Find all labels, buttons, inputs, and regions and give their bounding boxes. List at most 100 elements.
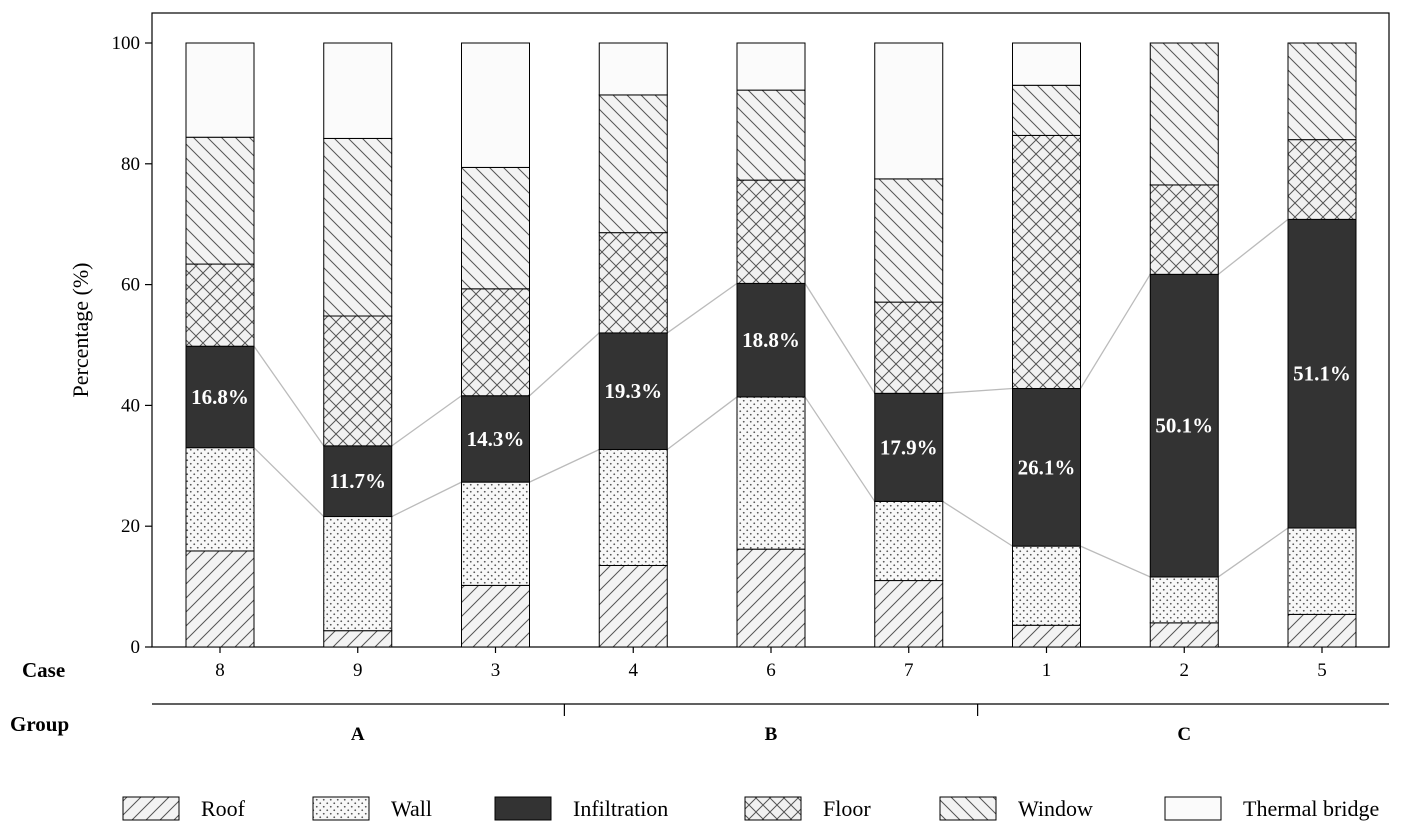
x-tick-label: 7 xyxy=(904,660,914,681)
legend-swatch-floor xyxy=(744,796,802,821)
data-label: 14.3% xyxy=(467,427,525,451)
bar-segment-window xyxy=(185,136,255,265)
bar-segment-roof xyxy=(323,630,393,648)
bar-segment-floor xyxy=(185,263,255,347)
bar-segment-wall xyxy=(461,481,530,586)
data-label: 50.1% xyxy=(1155,414,1213,438)
bar-segment-roof xyxy=(461,584,530,648)
data-label: 11.7% xyxy=(329,469,386,493)
group-label: C xyxy=(1177,724,1191,745)
bar-segment-floor xyxy=(461,288,530,397)
legend-label-wall: Wall xyxy=(391,796,432,821)
legend: Roof Wall Infiltration Floor Window Thermal b… xyxy=(122,796,1379,821)
y-tick-label: 80 xyxy=(121,154,140,175)
bar-segment-thermal-bridge xyxy=(185,42,255,138)
bar-segment-wall xyxy=(1149,576,1219,624)
bar-segment-wall xyxy=(598,448,668,566)
bar-segment-floor xyxy=(1012,134,1081,389)
connector-line xyxy=(1080,545,1151,578)
bar-segment-floor xyxy=(1149,184,1219,275)
bar-segment-wall xyxy=(1287,527,1357,615)
connector-line xyxy=(942,387,1013,394)
bar-segment-roof xyxy=(736,548,806,648)
bar-segment-roof xyxy=(185,550,255,648)
bar-segment-infiltration xyxy=(1149,273,1219,578)
group-axis-title: Group xyxy=(10,712,69,736)
x-tick-label: 8 xyxy=(215,660,225,681)
connector-line xyxy=(253,345,325,447)
connector-line xyxy=(804,283,876,394)
y-tick-label: 40 xyxy=(121,395,140,416)
bar-segment-window xyxy=(1012,84,1081,136)
bar-segment-window xyxy=(1287,42,1357,141)
bar-segment-roof xyxy=(1287,613,1357,648)
bar-segment-roof xyxy=(1012,624,1081,648)
bar-segment-window xyxy=(874,178,944,303)
legend-label-infiltration: Infiltration xyxy=(573,796,668,821)
bar-segment-thermal-bridge xyxy=(874,42,944,180)
legend-label-roof: Roof xyxy=(201,796,246,821)
legend-swatch-wall xyxy=(312,796,370,821)
legend-swatch-window xyxy=(939,796,997,821)
x-tick-label: 3 xyxy=(491,660,501,681)
x-axis-title: Case xyxy=(22,658,65,682)
data-label: 19.3% xyxy=(604,379,662,403)
data-labels: 16.8% 11.7% 14.3% 19.3% 18.8% 17.9% 26.1% 50.1%… xyxy=(191,328,1351,493)
bar-segment-infiltration xyxy=(461,395,530,483)
bar-segment-wall xyxy=(323,516,393,632)
data-label: 18.8% xyxy=(742,328,800,352)
bar-segment-window xyxy=(598,94,668,234)
group-label: B xyxy=(765,724,778,745)
connector-line xyxy=(253,447,325,517)
bar-segment-wall xyxy=(874,500,944,582)
connector-line xyxy=(666,396,738,451)
connector-line xyxy=(529,332,600,397)
connector-line xyxy=(942,500,1013,547)
y-tick-label: 100 xyxy=(112,33,141,54)
bar-segment-window xyxy=(461,166,530,290)
legend-label-window: Window xyxy=(1018,796,1093,821)
bar-segment-window xyxy=(1149,42,1219,186)
bar-segment-floor xyxy=(323,315,393,447)
y-axis-title: Percentage (%) xyxy=(68,263,93,398)
group-axis: A B C xyxy=(152,703,1389,745)
y-axis: 0 20 40 60 80 100 xyxy=(112,33,152,658)
bar-segment-floor xyxy=(598,232,668,334)
bar-segment-infiltration xyxy=(1287,218,1357,529)
bar-segment-wall xyxy=(736,396,806,550)
connector-line xyxy=(1217,218,1289,275)
data-label: 17.9% xyxy=(880,435,938,459)
bar-segment-floor xyxy=(874,301,944,394)
bar-segment-roof xyxy=(874,580,944,648)
x-tick-label: 9 xyxy=(353,660,363,681)
legend-swatch-infiltration xyxy=(494,796,552,821)
legend-swatch-thermal-bridge xyxy=(1164,796,1222,821)
legend-label-floor: Floor xyxy=(823,796,871,821)
bar-segment-infiltration xyxy=(185,345,255,449)
bar-segment-window xyxy=(323,137,393,317)
bar-segment-thermal-bridge xyxy=(598,42,668,96)
y-tick-label: 0 xyxy=(131,637,141,658)
x-tick-label: 2 xyxy=(1180,660,1190,681)
bar-segment-roof xyxy=(1149,622,1219,648)
bar-segment-floor xyxy=(736,179,806,284)
x-axis: 8 9 3 4 6 7 1 2 5 xyxy=(215,647,1327,681)
connector-line xyxy=(666,282,738,334)
legend-label-thermal-bridge: Thermal bridge xyxy=(1243,796,1379,821)
data-label: 26.1% xyxy=(1018,455,1076,479)
bar-segment-infiltration xyxy=(1012,387,1081,547)
x-tick-label: 5 xyxy=(1317,660,1327,681)
connector-lines xyxy=(253,218,1289,578)
connector-line xyxy=(391,395,462,447)
bars xyxy=(185,42,1357,648)
bar-segment-thermal-bridge xyxy=(736,42,806,91)
connector-line xyxy=(804,396,876,502)
connector-line xyxy=(1217,527,1289,578)
bar-segment-thermal-bridge xyxy=(461,42,530,168)
y-tick-label: 20 xyxy=(121,516,140,537)
connector-line xyxy=(529,448,600,483)
bar-segment-roof xyxy=(598,564,668,648)
x-tick-label: 4 xyxy=(629,660,639,681)
bar-segment-infiltration xyxy=(323,445,393,518)
